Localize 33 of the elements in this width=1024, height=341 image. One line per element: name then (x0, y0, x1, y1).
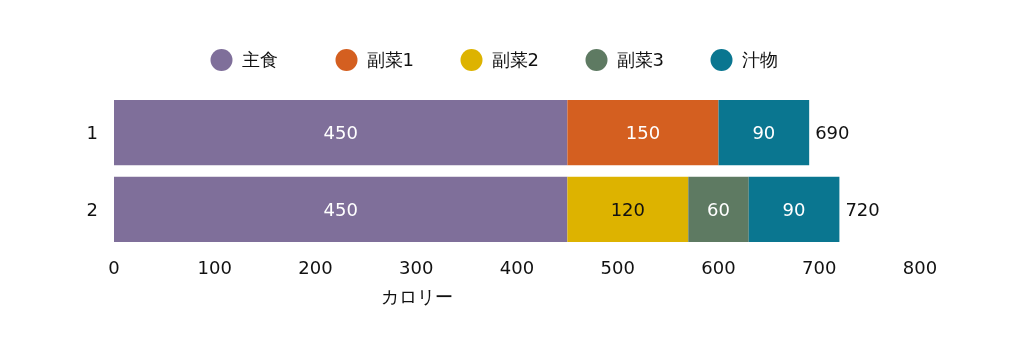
x-tick-label: 800 (902, 257, 938, 279)
bar (114, 100, 568, 166)
x-tick-label: 700 (802, 257, 837, 279)
data-label: 150 (625, 121, 661, 143)
legend-label: 副菜3 (616, 49, 664, 71)
bar (748, 176, 840, 242)
bar (688, 176, 749, 242)
data-label: 120 (610, 198, 645, 220)
legend-label: 副菜2 (491, 49, 539, 71)
total-label: 720 (845, 198, 880, 220)
bar (718, 100, 810, 166)
x-tick-label: 400 (499, 257, 535, 279)
x-axis-title: カロリー (381, 286, 453, 308)
data-label: 60 (707, 198, 730, 220)
bar (567, 176, 689, 242)
x-tick-label: 200 (298, 257, 333, 279)
x-tick-label: 0 (108, 257, 120, 279)
x-tick-label: 500 (600, 257, 635, 279)
x-tick-label: 300 (399, 257, 434, 279)
bar (567, 100, 719, 166)
x-tick-label: 100 (197, 257, 232, 279)
legend-label: 汁物 (741, 49, 778, 71)
legend-label: 副菜1 (366, 49, 414, 71)
data-label: 90 (752, 121, 776, 143)
x-tick-label: 600 (701, 257, 736, 279)
y-tick-label: 1 (86, 121, 98, 143)
total-label: 690 (815, 121, 850, 143)
y-tick-label: 2 (86, 198, 98, 220)
data-label: 450 (323, 198, 358, 220)
legend-label: 主食 (241, 49, 278, 71)
data-label: 450 (323, 121, 358, 143)
bar (114, 176, 568, 242)
data-label: 90 (782, 198, 806, 220)
